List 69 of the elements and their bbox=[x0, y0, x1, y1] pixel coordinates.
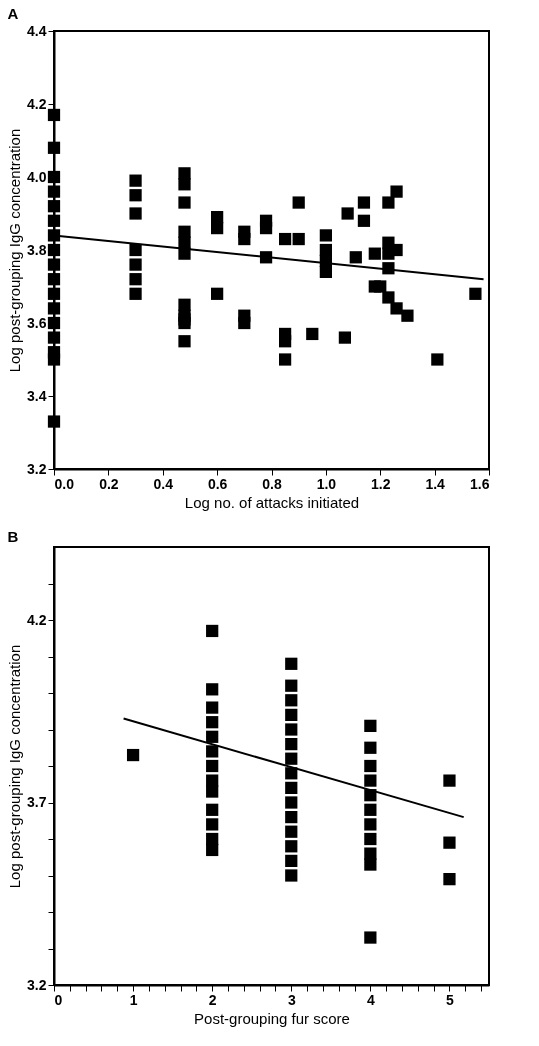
x-tick-label: 1.6 bbox=[470, 475, 490, 492]
point bbox=[285, 679, 298, 692]
point bbox=[443, 774, 456, 787]
point bbox=[364, 774, 377, 787]
x-tick-label: 1.4 bbox=[425, 475, 446, 492]
x-tick-label: 2 bbox=[208, 991, 217, 1008]
x-tick-label: 5 bbox=[446, 991, 455, 1008]
point bbox=[364, 858, 377, 871]
y-tick-label: 4.0 bbox=[27, 168, 47, 185]
x-tick-label: 1.2 bbox=[371, 475, 391, 492]
x-tick-label: 0.8 bbox=[262, 475, 282, 492]
point bbox=[364, 741, 377, 754]
y-tick-label: 3.8 bbox=[27, 241, 47, 258]
point bbox=[206, 730, 219, 743]
point bbox=[364, 719, 377, 732]
point bbox=[443, 836, 456, 849]
point bbox=[126, 748, 140, 762]
y-tick-label: 4.2 bbox=[27, 611, 47, 628]
x-tick-label: 0.6 bbox=[207, 475, 228, 492]
y-tick-label: 3.6 bbox=[27, 314, 47, 331]
point bbox=[285, 840, 298, 853]
point bbox=[206, 683, 219, 696]
point bbox=[206, 803, 219, 816]
y-tick-label: 4.2 bbox=[27, 95, 47, 112]
point bbox=[206, 716, 219, 729]
point bbox=[364, 759, 377, 773]
point bbox=[285, 723, 298, 736]
x-tick-label: 1 bbox=[129, 991, 138, 1008]
x-tick-label: 0 bbox=[54, 991, 63, 1008]
y-tick-label: 4.4 bbox=[27, 22, 47, 39]
point bbox=[285, 825, 298, 838]
x-axis-title: Log no. of attacks initiated bbox=[184, 493, 360, 511]
point bbox=[285, 708, 298, 722]
point bbox=[285, 657, 298, 670]
point bbox=[206, 745, 219, 758]
point bbox=[285, 781, 298, 795]
x-tick-label: 1.0 bbox=[316, 475, 337, 492]
x-tick-label: 0.2 bbox=[99, 475, 119, 492]
y-tick-label: 3.4 bbox=[27, 387, 47, 404]
point bbox=[364, 818, 377, 831]
point bbox=[443, 873, 456, 886]
point bbox=[206, 843, 219, 857]
point bbox=[364, 803, 377, 816]
point bbox=[285, 796, 298, 809]
point bbox=[285, 854, 298, 868]
point bbox=[364, 832, 377, 846]
x-tick-label: 4 bbox=[366, 991, 375, 1008]
point bbox=[206, 818, 219, 831]
point bbox=[285, 694, 298, 707]
chart-title: A bbox=[7, 5, 19, 22]
point bbox=[285, 752, 298, 765]
point bbox=[285, 737, 298, 751]
x-axis-title: Post-grouping fur score bbox=[194, 1009, 350, 1027]
y-tick-label: 3.2 bbox=[27, 976, 47, 993]
point bbox=[285, 869, 298, 882]
point bbox=[364, 931, 377, 944]
x-tick-label: 0.0 bbox=[54, 475, 75, 492]
point bbox=[206, 785, 219, 798]
point bbox=[206, 759, 219, 773]
y-axis-title: Log post-grouping IgG concentration bbox=[6, 644, 24, 889]
y-tick-label: 3.7 bbox=[27, 794, 47, 810]
point bbox=[285, 810, 298, 824]
x-tick-label: 3 bbox=[287, 991, 296, 1008]
x-tick-label: 0.4 bbox=[153, 475, 174, 492]
chart-title: B bbox=[7, 528, 19, 545]
y-tick-label: 3.2 bbox=[27, 460, 47, 477]
point bbox=[206, 624, 219, 638]
y-axis-title: Log post-grouping IgG concentration bbox=[6, 128, 24, 373]
point bbox=[206, 701, 219, 714]
